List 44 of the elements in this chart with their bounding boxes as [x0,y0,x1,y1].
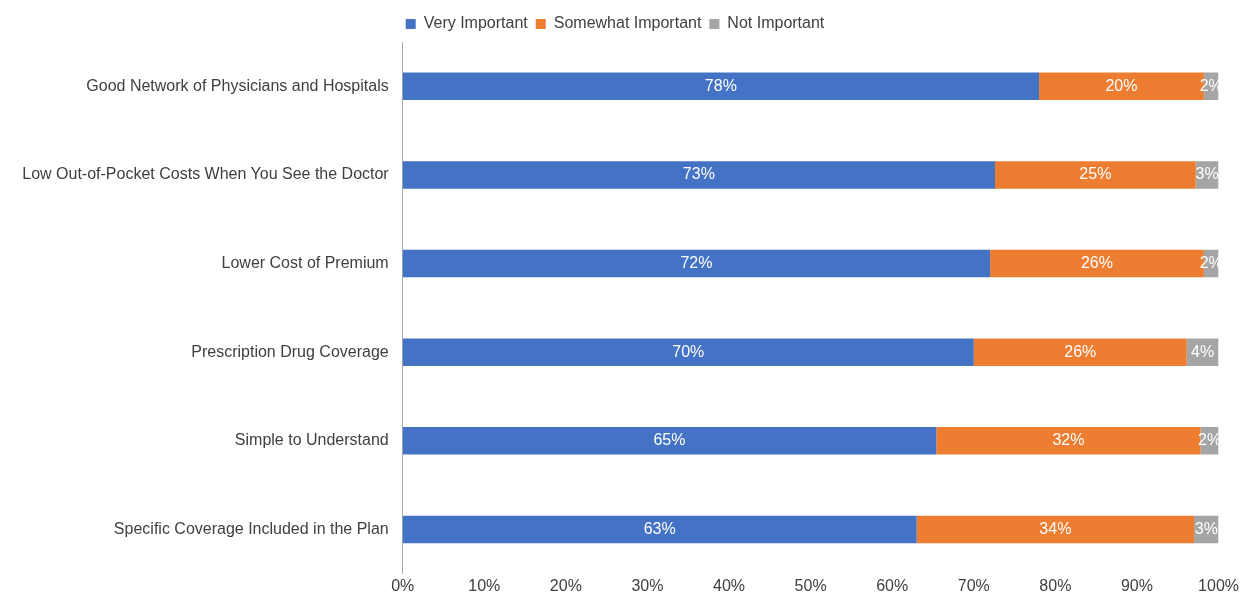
y-tick-label: Prescription Drug Coverage [191,342,389,360]
data-label: 32% [1052,431,1085,449]
data-label: 70% [672,342,705,360]
x-tick-label: 100% [1198,576,1239,594]
y-tick-label: Good Network of Physicians and Hospitals [86,76,389,94]
x-tick-label: 10% [468,576,501,594]
data-label: 73% [682,165,715,183]
data-label: 72% [680,253,713,271]
x-tick-label: 60% [876,576,909,594]
data-label: 25% [1079,165,1112,183]
x-tick-label: 90% [1120,576,1153,594]
bar [916,515,1195,544]
bar [402,515,917,544]
bar [402,338,974,366]
x-tick-label: 40% [713,576,746,594]
data-label: 78% [704,76,737,94]
bar [402,72,1040,101]
legend-label: Somewhat Important [553,14,702,32]
data-label: 34% [1039,519,1072,537]
bar [402,249,991,278]
x-tick-label: 30% [631,576,664,594]
x-tick-label: 0% [391,576,415,594]
x-tick-label: 20% [549,576,582,594]
data-label: 4% [1191,342,1215,360]
x-tick-label: 50% [794,576,827,594]
y-tick-label: Lower Cost of Premium [221,253,389,271]
data-label: 3% [1194,519,1218,537]
data-label: 26% [1080,253,1113,271]
y-tick-label: Low Out-of-Pocket Costs When You See the Doctor [22,165,390,183]
data-label: 26% [1064,342,1097,360]
data-label: 65% [653,431,686,449]
data-label: 20% [1105,76,1138,94]
x-tick-label: 70% [957,576,990,594]
bar [402,161,995,189]
y-tick-label: Simple to Understand [234,431,389,449]
data-label: 3% [1195,165,1219,183]
bar [402,427,937,455]
y-tick-label: Specific Coverage Included in the Plan [113,519,389,537]
bar [973,338,1187,366]
bar [995,161,1196,189]
legend-label: Not Important [727,14,825,32]
x-tick-label: 80% [1039,576,1072,594]
legend-label: Very Important [423,14,529,32]
data-label: 63% [643,519,676,537]
